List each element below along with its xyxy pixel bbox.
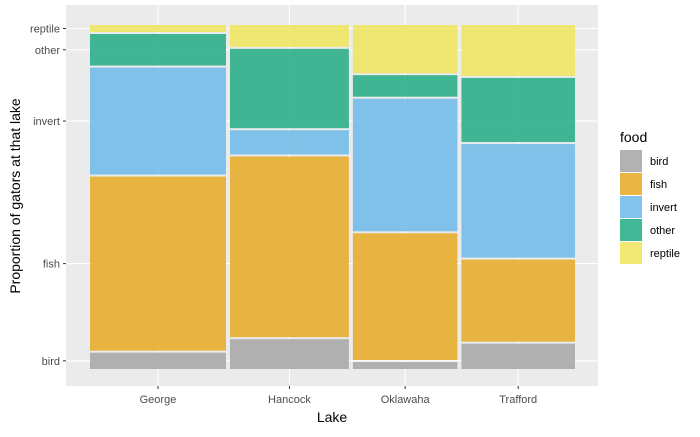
tile-hancock-bird — [229, 339, 349, 369]
tile-trafford-invert — [461, 144, 575, 258]
tile-hancock-other — [229, 48, 349, 129]
tile-trafford-reptile — [461, 25, 575, 76]
y-axis-title: Proportion of gators at that lake — [7, 98, 23, 294]
legend-key-invert — [620, 196, 642, 218]
tile-oklawaha-other — [352, 75, 458, 97]
tile-trafford-other — [461, 77, 575, 143]
legend-key-other — [620, 219, 642, 241]
legend-label-other: other — [650, 225, 675, 237]
tile-trafford-bird — [461, 343, 575, 369]
y-tick-label-reptile: reptile — [30, 23, 60, 35]
legend-key-bird — [620, 150, 642, 172]
legend-label-invert: invert — [650, 202, 677, 214]
tile-hancock-reptile — [229, 25, 349, 47]
tile-george-fish — [90, 176, 226, 351]
mosaic-tiles — [90, 25, 575, 369]
x-tick-label-hancock: Hancock — [268, 394, 311, 406]
tile-george-reptile — [90, 25, 226, 32]
legend-key-fish — [620, 173, 642, 195]
x-axis-title: Lake — [317, 409, 348, 425]
legend-title: food — [620, 129, 647, 145]
tile-george-invert — [90, 67, 226, 175]
tile-oklawaha-reptile — [352, 25, 458, 74]
x-tick-label-oklawaha: Oklawaha — [381, 394, 431, 406]
legend-label-bird: bird — [650, 156, 668, 168]
x-tick-label-trafford: Trafford — [499, 394, 537, 406]
tile-hancock-invert — [229, 130, 349, 155]
y-tick-label-fish: fish — [43, 259, 60, 271]
tile-trafford-fish — [461, 259, 575, 342]
legend: food bird fish invert other reptile — [620, 129, 680, 264]
legend-label-reptile: reptile — [650, 248, 680, 260]
tile-oklawaha-fish — [352, 233, 458, 361]
tile-hancock-fish — [229, 156, 349, 338]
tile-oklawaha-invert — [352, 98, 458, 232]
y-tick-label-bird: bird — [42, 356, 60, 368]
legend-key-reptile — [620, 242, 642, 264]
y-axis: bird fish invert other reptile — [30, 23, 66, 368]
x-tick-label-george: George — [140, 394, 177, 406]
tile-george-bird — [90, 352, 226, 369]
tile-oklawaha-bird — [352, 362, 458, 369]
legend-label-fish: fish — [650, 179, 667, 191]
y-tick-label-invert: invert — [33, 116, 60, 128]
y-tick-label-other: other — [35, 45, 60, 57]
tile-george-other — [90, 33, 226, 66]
x-axis: George Hancock Oklawaha Trafford — [140, 386, 537, 406]
